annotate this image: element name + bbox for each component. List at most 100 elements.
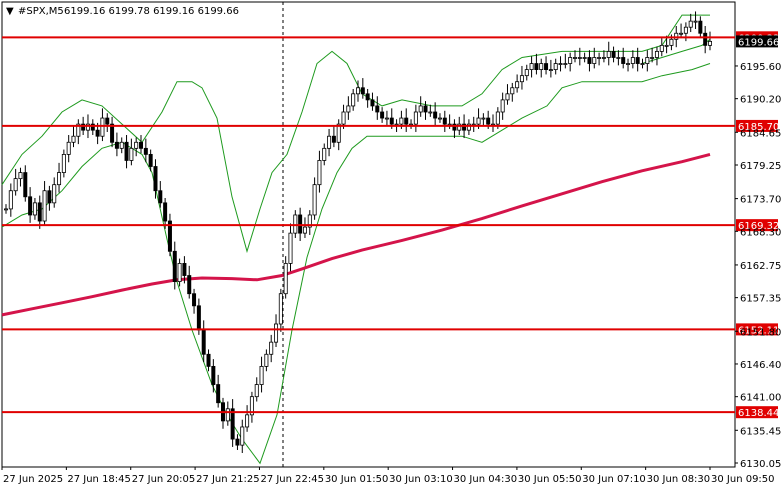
candle-up [278,293,283,325]
candle-down [47,190,52,204]
candle-down [206,353,211,367]
support-resistance-levels[interactable]: 6200.336185.706169.326152.116138.446199.… [2,31,779,419]
candle-down [298,214,303,234]
candle-up [524,69,529,77]
moving-average [1,152,711,317]
candle-up [568,57,573,64]
level-price-box [736,219,778,232]
candle-up [577,57,582,59]
candle-up [32,202,37,216]
candle-down [635,57,640,64]
candle-up [259,365,264,385]
candle-up [515,81,520,89]
candle-up [683,26,688,34]
y-tick-label: 6168.30 [740,227,781,238]
candle-down [148,153,153,167]
y-tick-label: 6135.45 [740,426,781,437]
candle-up [563,63,568,65]
candle-up [500,99,505,113]
candle-down [158,190,163,204]
candle-up [606,51,611,58]
dropdown-arrow-icon[interactable]: ▼ [6,6,14,17]
x-tick-label: 27 Jun 22:45 [260,474,324,485]
candle-up [457,123,462,131]
candle-up [129,147,134,161]
candle-up [437,117,442,120]
y-tick-label: 6162.75 [740,261,781,272]
candle-down [587,57,592,64]
candle-up [322,147,327,161]
candle-down [380,111,385,119]
time-axis: 27 Jun 2025 27 Jun 18:45 27 Jun 20:05 27 Ju… [1,467,775,485]
candle-up [336,123,341,143]
x-tick-label: 27 Jun 20:05 [132,474,196,485]
candle-down [196,305,201,331]
candle-down [423,105,428,113]
candle-up [283,263,288,295]
candle-up [85,123,90,131]
candle-down [90,123,95,131]
candle-down [360,87,365,95]
candle-down [201,329,206,355]
y-tick-label: 6179.25 [740,161,781,172]
candle-up [650,57,655,59]
candle-up [519,75,524,83]
candle-down [442,117,447,125]
ma-line [1,152,711,317]
candle-up [341,111,346,125]
candle-down [452,123,457,131]
candle-up [601,57,606,59]
candle-down [698,20,703,34]
candle-up [558,63,563,65]
candle-up [659,44,664,52]
candle-up [317,160,322,186]
candle-up [269,341,274,355]
candle-up [626,63,631,65]
candle-down [172,250,177,282]
candle-up [630,57,635,64]
candle-up [302,226,307,234]
candle-up [592,57,597,64]
candle-up [466,123,471,131]
y-tick-label: 6190.20 [740,95,781,106]
candle-up [288,232,293,264]
candle-up [254,384,259,398]
candle-up [100,117,105,137]
x-tick-label: 30 Jun 03:10 [389,474,453,485]
candle-up [307,214,312,228]
y-tick-label: 6141.00 [740,393,781,404]
y-tick-label: 6157.35 [740,294,781,305]
candle-down [110,123,115,143]
candle-down [95,129,100,137]
candle-up [505,93,510,101]
candle-up [384,117,389,120]
candle-up [177,263,182,282]
candle-up [293,214,298,234]
chart-header: ▼ #SPX,M5 6199.16 6199.78 6199.16 6199.6… [6,6,239,17]
candle-up [582,57,587,59]
candlesticks [4,11,713,454]
candle-up [664,44,669,47]
candle-up [476,117,481,125]
level-price-box [736,406,778,419]
candle-up [13,178,18,192]
candle-down [389,117,394,125]
x-tick-label: 30 Jun 07:10 [582,474,646,485]
candle-down [139,141,144,149]
candle-up [18,172,23,180]
candle-up [245,414,250,428]
symbol-label: #SPX,M5 [18,6,64,17]
candle-down [143,147,148,155]
candle-up [264,353,269,367]
candle-up [693,20,698,23]
candle-down [404,117,409,125]
candle-down [433,111,438,119]
candle-up [355,87,360,95]
y-tick-label: 6184.65 [740,128,781,139]
candle-down [192,293,197,307]
current-price-label: 6199.66 [738,37,779,48]
candle-up [495,111,500,125]
candle-up [418,105,423,113]
candle-down [486,117,491,125]
